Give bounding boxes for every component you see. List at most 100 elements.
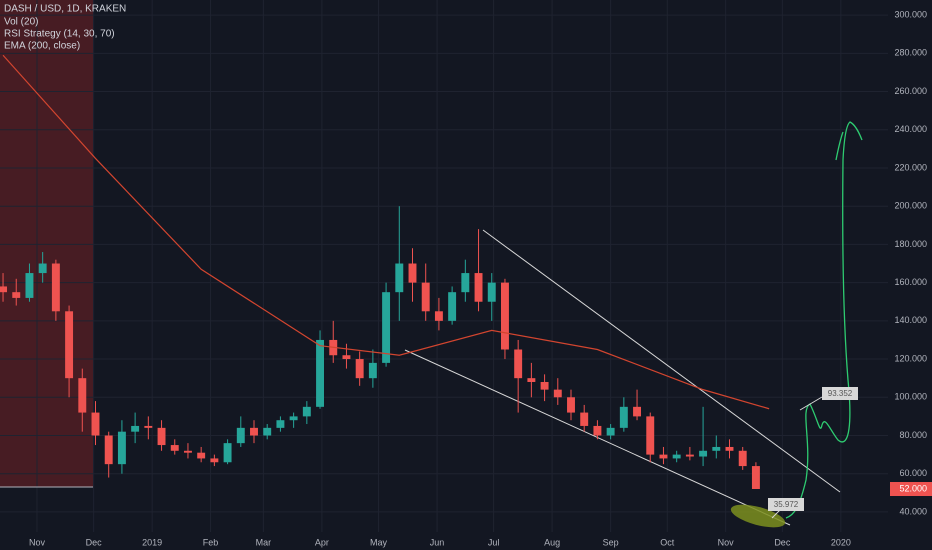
y-tick-label: 40.000 — [899, 506, 927, 516]
x-tick-label: Mar — [256, 537, 272, 547]
candle-body — [170, 445, 179, 451]
hand-drawn-arrow — [785, 121, 863, 519]
candle-body — [355, 359, 364, 379]
callout-box — [768, 498, 804, 511]
callout-label: 93.352 — [828, 389, 853, 398]
candle-body — [131, 425, 140, 432]
y-tick-label: 240.000 — [894, 124, 927, 134]
candle-body — [250, 427, 258, 436]
x-tick-label: Sep — [603, 537, 619, 547]
candle-body — [210, 458, 219, 463]
y-tick-label: 260.000 — [894, 86, 927, 96]
callout-pointer — [799, 396, 823, 411]
candle-body — [474, 273, 483, 302]
candle-body — [197, 452, 206, 459]
candle-body — [580, 412, 589, 426]
x-tick-label: Nov — [718, 537, 735, 547]
candle-body — [712, 446, 721, 451]
candle-body — [263, 427, 272, 436]
candle-body — [527, 378, 536, 382]
candle-body — [553, 389, 562, 398]
marks — [0, 54, 770, 490]
shaded-region — [0, 0, 93, 487]
candle-body — [316, 339, 325, 407]
last-price-label: 52.000 — [899, 483, 927, 493]
callout-label: 35.972 — [774, 500, 799, 509]
candle-body — [593, 425, 602, 436]
candle-body — [461, 273, 470, 293]
candle-body — [104, 435, 113, 465]
candle-body — [751, 466, 760, 490]
candle-body — [434, 311, 443, 321]
candle-body — [725, 446, 734, 451]
candle-body — [183, 450, 192, 453]
x-tick-label: Apr — [315, 537, 329, 547]
y-tick-label: 140.000 — [894, 315, 927, 325]
candle-body — [633, 406, 642, 417]
candle-body — [342, 355, 351, 360]
candle-body — [540, 381, 549, 390]
price-axis — [888, 0, 932, 550]
candle-body — [448, 292, 457, 321]
x-tick-label: Jun — [430, 537, 445, 547]
highlight-ellipse — [730, 504, 786, 528]
x-tick-label: Oct — [660, 537, 675, 547]
candle-body — [619, 406, 628, 428]
candle-body — [38, 263, 47, 274]
candle-body — [500, 282, 509, 350]
candle-body — [514, 349, 523, 379]
candle-body — [25, 273, 34, 298]
callout-pointer — [771, 509, 781, 519]
candle-body — [408, 263, 417, 283]
candle-body — [289, 416, 298, 421]
callout-box — [822, 387, 858, 400]
candle-body — [606, 427, 615, 436]
candle-body — [144, 425, 153, 428]
candle-body — [646, 416, 655, 455]
y-tick-label: 280.000 — [894, 48, 927, 58]
candle-body — [567, 397, 575, 413]
candle-body — [672, 454, 681, 459]
candle-body — [91, 412, 100, 436]
candle-body — [395, 263, 404, 293]
x-tick-label: Jul — [488, 537, 500, 547]
x-tick-label: Aug — [544, 537, 560, 547]
legend-entry: DASH / USD, 1D, KRAKEN — [4, 4, 126, 15]
x-tick-label: Nov — [29, 537, 46, 547]
x-tick-label: 2019 — [142, 537, 162, 547]
candle-body — [157, 427, 166, 446]
candle-body — [382, 292, 391, 363]
legend-entry: Vol (20) — [4, 17, 38, 28]
candle-body — [699, 450, 708, 457]
y-tick-label: 180.000 — [894, 239, 927, 249]
legend-entry: EMA (200, close) — [4, 41, 80, 52]
candle-body — [0, 286, 8, 293]
x-tick-label: Feb — [203, 537, 219, 547]
y-tick-label: 200.000 — [894, 201, 927, 211]
x-tick-label: Dec — [86, 537, 103, 547]
y-tick-label: 300.000 — [894, 9, 927, 19]
y-tick-label: 80.000 — [899, 430, 927, 440]
x-tick-label: Dec — [774, 537, 791, 547]
legend-entry: RSI Strategy (14, 30, 70) — [4, 29, 115, 40]
trendline — [482, 229, 841, 493]
ema-line — [2, 54, 770, 410]
candle-body — [223, 443, 232, 463]
candle-body — [302, 406, 311, 417]
candle-body — [276, 420, 285, 428]
candle-body — [117, 431, 126, 465]
x-tick-label: May — [370, 537, 388, 547]
candle-body — [685, 454, 694, 457]
y-tick-label: 60.000 — [899, 468, 927, 478]
candle-body — [659, 454, 668, 459]
candle-body — [12, 292, 21, 298]
y-tick-label: 100.000 — [894, 392, 927, 402]
candle-body — [368, 362, 377, 379]
x-tick-label: 2020 — [831, 537, 851, 547]
candle-body — [78, 378, 87, 413]
candle-body — [236, 427, 245, 444]
y-tick-label: 120.000 — [894, 353, 927, 363]
candle-body — [65, 311, 74, 379]
y-tick-label: 220.000 — [894, 162, 927, 172]
